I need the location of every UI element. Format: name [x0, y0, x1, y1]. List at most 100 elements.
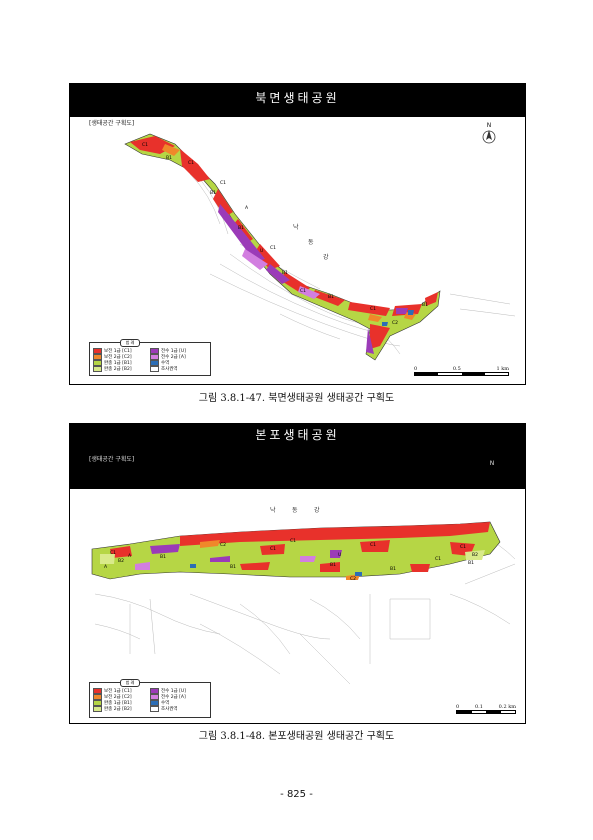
legend-items: 보전 1급 [C1] 전수 1급 [U] 보전 2급 [C2] 전수 2급 [A] 완충… — [93, 687, 207, 712]
map-legend: 범 례 보전 1급 [C1] 전수 1급 [U] 보전 2급 [C2] 전수 2급 [… — [89, 679, 211, 718]
river-label-1: 낙 — [293, 223, 299, 231]
legend-label: 전수 1급 [U] — [161, 348, 186, 354]
legend-item: 보전 2급 [C2] — [93, 693, 150, 700]
legend-swatch — [150, 687, 159, 694]
zone-label: B2 — [118, 558, 124, 564]
legend-item: 완충 2급 [B2] — [93, 365, 150, 372]
zone-label: C1 — [142, 142, 148, 148]
zone-label: U — [338, 552, 341, 558]
zone-label: C1 — [370, 542, 376, 548]
map-figure-bonpo: 낙 동 강 C1 B2 A B1 C2 C1 B1 C1 B1 U C1 B1 C1 B1 B2 C1 A C2 … — [69, 423, 526, 724]
zone-label: C2 — [350, 576, 356, 582]
legend-swatch — [150, 693, 159, 700]
legend-item: 전수 2급 [A] — [150, 353, 207, 360]
legend-label: 완충 1급 [B1] — [104, 700, 132, 706]
legend-item: 완충 1급 [B1] — [93, 699, 150, 706]
legend-label: 수역 — [161, 700, 170, 706]
zone-label: B1 — [328, 294, 334, 300]
page-number: - 825 - — [280, 789, 313, 800]
legend-label: 완충 2급 [B2] — [104, 366, 132, 372]
zone-label: U — [260, 248, 263, 254]
north-arrow-icon: N — [482, 460, 502, 484]
zone-label: B2 — [472, 552, 478, 558]
legend-swatch — [93, 353, 102, 360]
legend-swatch — [150, 705, 159, 712]
north-label: N — [486, 122, 492, 129]
scale-label-1: 0.5 — [452, 366, 461, 372]
map-title-bukmyeon: 북면생태공원 — [70, 84, 525, 117]
zone-label: C1 — [290, 538, 296, 544]
zone-label: C2 — [392, 320, 398, 326]
scale-label-1: 0.1 — [474, 704, 483, 710]
figure-caption-2: 그림 3.8.1-48. 본포생태공원 생태공간 구획도 — [198, 731, 395, 742]
zone-label: C1 — [300, 288, 306, 294]
scale-label-0: 0 — [456, 704, 460, 710]
legend-swatch — [150, 365, 159, 372]
zone-label: B1 — [330, 562, 336, 568]
legend-swatch — [93, 705, 102, 712]
zone-label: B1 — [210, 190, 216, 196]
legend-item: 조사권역 — [150, 705, 207, 712]
map-title-bonpo: 본포생태공원 — [70, 424, 525, 489]
legend-swatch — [150, 699, 159, 706]
zone-label: B1 — [390, 566, 396, 572]
legend-item: 수역 — [150, 359, 207, 366]
river-label-1: 낙 — [270, 506, 276, 514]
zone-label: B1 — [160, 554, 166, 560]
legend-item: 조사권역 — [150, 365, 207, 372]
legend-label: 보전 2급 [C2] — [104, 354, 132, 360]
zone-label: C1 — [370, 306, 376, 312]
legend-items: 보전 1급 [C1] 전수 1급 [U] 보전 2급 [C2] 전수 2급 [A] 완충… — [93, 347, 207, 372]
zone-label: B1 — [238, 225, 244, 231]
legend-label: 완충 1급 [B1] — [104, 360, 132, 366]
legend-label: 보전 1급 [C1] — [104, 348, 132, 354]
legend-label: 보전 2급 [C2] — [104, 694, 132, 700]
zone-label: C1 — [270, 546, 276, 552]
legend-swatch — [150, 359, 159, 366]
zone-label: B1 — [468, 560, 474, 566]
legend-label: 조사권역 — [161, 706, 178, 712]
legend-item: 보전 1급 [C1] — [93, 347, 150, 354]
legend-item: 보전 1급 [C1] — [93, 687, 150, 694]
zone-label: B1 — [230, 564, 236, 570]
map-subtitle: [생태공간 구획도] — [89, 456, 135, 463]
scale-bar: 0 0.1 0.2 km — [456, 704, 516, 714]
legend-item: 전수 1급 [U] — [150, 347, 207, 354]
legend-swatch — [93, 365, 102, 372]
map-figure-bukmyeon: 낙 동 강 C1 B1 C1 B1 C1 B1 A U C1 B1 C1 B1 C1 C2 B1 북면생태공… — [69, 83, 526, 385]
scale-label-0: 0 — [414, 366, 418, 372]
scale-label-2: 0.2 km — [498, 704, 516, 710]
zone-label: B1 — [422, 302, 428, 308]
legend-item: 전수 1급 [U] — [150, 687, 207, 694]
zone-label: B1 — [166, 155, 172, 161]
legend-swatch — [93, 359, 102, 366]
river-label-3: 강 — [314, 506, 320, 514]
figure-caption-1: 그림 3.8.1-47. 북면생태공원 생태공간 구획도 — [198, 393, 395, 404]
zone-label: B1 — [282, 270, 288, 276]
map-legend: 범 례 보전 1급 [C1] 전수 1급 [U] 보전 2급 [C2] 전수 2급 [… — [89, 339, 211, 376]
legend-swatch — [150, 353, 159, 360]
zone-label: C2 — [220, 542, 226, 548]
legend-swatch — [150, 347, 159, 354]
legend-title: 범 례 — [120, 339, 140, 347]
park-map-bukmyeon: 낙 동 강 C1 B1 C1 B1 C1 B1 A U C1 B1 C1 B1 C1 C2 B1 — [124, 133, 516, 361]
legend-swatch — [93, 693, 102, 700]
legend-label: 수역 — [161, 360, 170, 366]
zone-label: C1 — [435, 556, 441, 562]
legend-swatch — [93, 347, 102, 354]
river-label-2: 동 — [292, 507, 298, 514]
legend-label: 전수 2급 [A] — [161, 354, 186, 360]
legend-item: 완충 1급 [B1] — [93, 359, 150, 366]
zone-label: A — [104, 564, 108, 570]
legend-swatch — [93, 699, 102, 706]
zone-label: A — [245, 205, 249, 211]
map-subtitle: [생태공간 구획도] — [89, 120, 135, 127]
legend-label: 전수 1급 [U] — [161, 688, 186, 694]
legend-title: 범 례 — [120, 679, 140, 687]
zone-label: C1 — [220, 180, 226, 186]
zone-label: A — [128, 553, 132, 559]
river-label-2: 동 — [308, 239, 314, 246]
zone-label: C1 — [270, 245, 276, 251]
legend-item: 보전 2급 [C2] — [93, 353, 150, 360]
